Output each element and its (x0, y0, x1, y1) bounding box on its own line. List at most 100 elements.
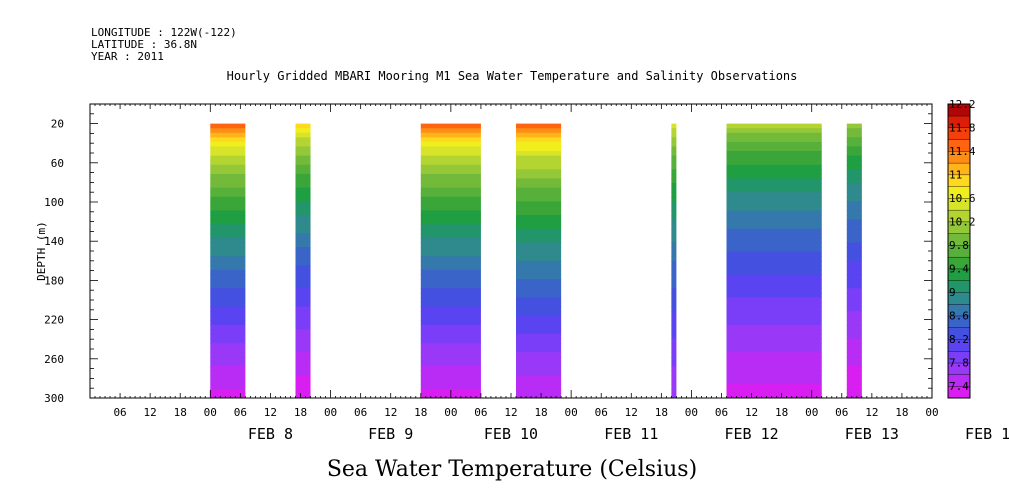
heatmap-cell-seg2 (420, 205, 481, 212)
heatmap-cell-seg5 (726, 219, 822, 225)
heatmap-cell-seg0 (210, 329, 246, 335)
x-tick-label: 12 (625, 406, 638, 419)
heatmap-cell-seg4 (671, 301, 677, 308)
heatmap-cell-seg2 (420, 141, 481, 148)
heatmap-cell-seg6 (846, 215, 862, 221)
heatmap-cell-seg1 (295, 365, 311, 372)
heatmap-cell-seg6 (846, 205, 862, 212)
heatmap-cell-seg1 (295, 274, 311, 280)
heatmap-cell-seg2 (420, 260, 481, 266)
heatmap-cell-seg3 (516, 173, 562, 180)
heatmap-cell-seg1 (295, 210, 311, 216)
heatmap-cell-seg3 (516, 265, 562, 271)
heatmap-cell-seg1 (295, 283, 311, 289)
heatmap-cell-seg1 (295, 247, 311, 253)
heatmap-cell-seg0 (210, 297, 246, 303)
heatmap-cell-seg2 (420, 324, 481, 330)
heatmap-cell-seg0 (210, 260, 246, 266)
heatmap-cell-seg6 (846, 141, 862, 148)
heatmap-cell-seg2 (420, 187, 481, 193)
heatmap-cell-seg6 (846, 233, 862, 239)
heatmap-cell-seg5 (726, 288, 822, 294)
heatmap-cell-seg0 (210, 324, 246, 330)
heatmap-cell-seg6 (846, 256, 862, 262)
y-tick-label: 260 (44, 353, 64, 366)
heatmap-cell-seg0 (210, 137, 246, 143)
heatmap-cell-seg0 (210, 375, 246, 381)
heatmap-cell-seg4 (671, 205, 677, 212)
heatmap-cell-seg1 (295, 132, 311, 138)
day-label: FEB 10 (484, 425, 538, 443)
colorbar-label: 11.8 (949, 122, 976, 135)
heatmap-cell-seg2 (420, 384, 481, 390)
heatmap-cell-seg2 (420, 237, 481, 244)
heatmap-cell-seg1 (295, 279, 311, 285)
heatmap-cell-seg2 (420, 224, 481, 230)
heatmap-cell-seg5 (726, 343, 822, 349)
heatmap-cell-seg1 (295, 183, 311, 189)
heatmap-cell-seg6 (846, 160, 862, 166)
heatmap-cell-seg4 (671, 169, 677, 175)
heatmap-cell-seg6 (846, 128, 862, 134)
heatmap-cell-seg3 (516, 228, 562, 234)
colorbar-frame (947, 103, 971, 399)
heatmap-cell-seg0 (210, 311, 246, 317)
heatmap-cell-seg1 (295, 173, 311, 180)
heatmap-cell-seg0 (210, 356, 246, 363)
heatmap-cell-seg2 (420, 283, 481, 289)
heatmap-cell-seg2 (420, 329, 481, 335)
heatmap-cell-seg1 (295, 233, 311, 239)
heatmap-cell-seg4 (671, 292, 677, 298)
y-tick-label: 100 (44, 196, 64, 209)
heatmap-cell-seg2 (420, 301, 481, 308)
heatmap-cell-seg6 (846, 320, 862, 326)
heatmap-cell-seg3 (516, 279, 562, 285)
heatmap-cell-seg4 (671, 265, 677, 271)
x-tick-label: 00 (565, 406, 578, 419)
heatmap-cell-seg0 (210, 274, 246, 280)
heatmap-cell-seg0 (210, 347, 246, 353)
heatmap-cell-seg4 (671, 347, 677, 353)
heatmap-cell-seg5 (726, 306, 822, 312)
heatmap-cell-seg5 (726, 320, 822, 326)
longitude-label: LONGITUDE : 122W(-122) (91, 26, 237, 39)
heatmap-cell-seg4 (671, 210, 677, 216)
day-label: FEB 9 (368, 425, 413, 443)
heatmap-cell-seg4 (671, 384, 677, 390)
heatmap-cell-seg5 (726, 210, 822, 216)
heatmap-cell-seg0 (210, 123, 246, 129)
heatmap-cell-seg6 (846, 315, 862, 321)
heatmap-cell-seg6 (846, 352, 862, 358)
heatmap-cell-seg6 (846, 265, 862, 271)
heatmap-cell-seg4 (671, 311, 677, 317)
heatmap-cell-seg2 (420, 365, 481, 372)
heatmap-cell-seg0 (210, 151, 246, 157)
heatmap-cell-seg0 (210, 393, 246, 398)
chart-title: Hourly Gridded MBARI Mooring M1 Sea Wate… (227, 69, 798, 83)
heatmap-cell-seg6 (846, 251, 862, 257)
heatmap-cell-seg0 (210, 141, 246, 148)
heatmap-cell-seg2 (420, 347, 481, 353)
heatmap-cell-seg4 (671, 155, 677, 161)
heatmap-cell-seg2 (420, 160, 481, 166)
heatmap-cell-seg3 (516, 365, 562, 372)
heatmap-cell-seg3 (516, 370, 562, 376)
heatmap-cell-seg6 (846, 347, 862, 353)
heatmap-cell-seg3 (516, 388, 562, 395)
heatmap-cell-seg1 (295, 228, 311, 234)
y-tick-label: 60 (51, 157, 64, 170)
heatmap-cell-seg4 (671, 215, 677, 221)
heatmap-cell-seg4 (671, 297, 677, 303)
heatmap-cell-seg4 (671, 201, 677, 207)
heatmap-cell-seg6 (846, 269, 862, 276)
heatmap-cell-seg6 (846, 247, 862, 253)
heatmap-cell-seg1 (295, 260, 311, 266)
heatmap-cell-seg6 (846, 370, 862, 376)
heatmap-cell-seg5 (726, 146, 822, 152)
heatmap-cell-seg3 (516, 242, 562, 248)
heatmap-cell-seg5 (726, 370, 822, 376)
heatmap-cell-seg0 (210, 164, 246, 170)
heatmap-cell-seg4 (671, 237, 677, 244)
heatmap-cell-seg0 (210, 192, 246, 198)
heatmap-cell-seg3 (516, 352, 562, 358)
